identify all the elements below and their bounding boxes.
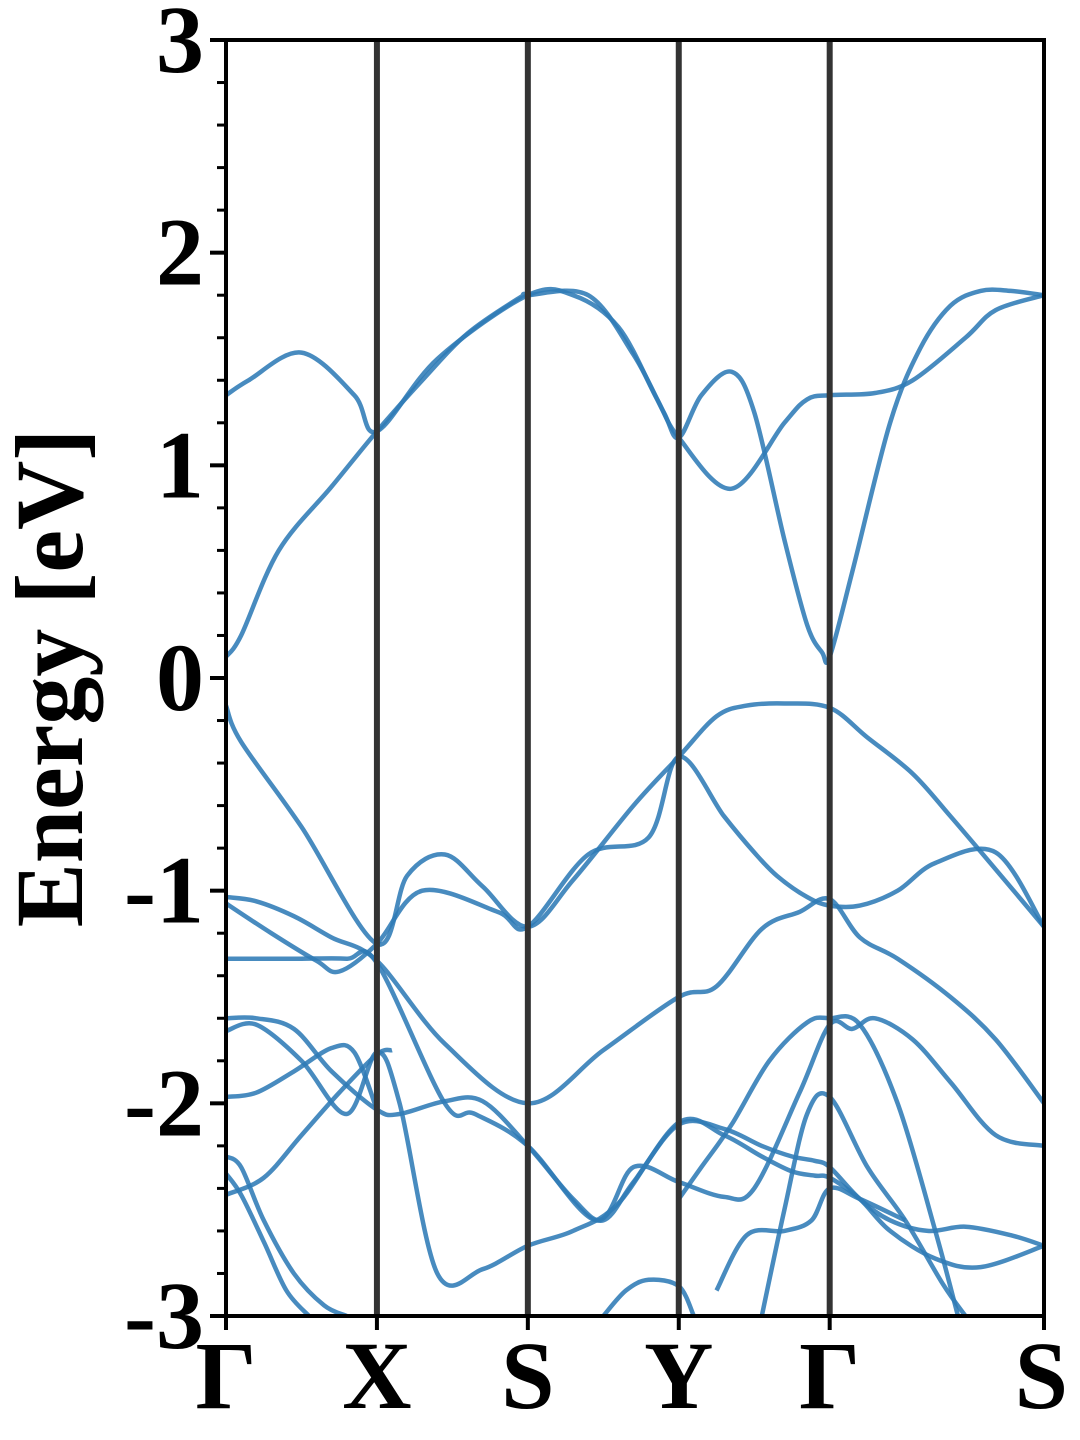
k-point-label: Γ [195,1322,256,1429]
band-line-6 [226,949,1044,1223]
band-line-16 [714,1185,907,1292]
y-tick-label: 3 [156,0,204,93]
band-line-7 [226,1015,1044,1248]
band-line-4 [226,894,1044,1106]
band-line-5 [226,754,1044,975]
y-axis-title: Energy [eV] [0,429,103,928]
k-point-label: Y [644,1322,713,1429]
band-line-11 [226,1154,348,1316]
y-tick-label: 0 [156,624,204,731]
y-tick-label: -1 [124,837,204,944]
band-line-9 [226,1042,380,1111]
band-line-14 [676,1014,961,1316]
y-axis-ticks: 3 2 1 0 -1 -2 -3 [124,0,226,1369]
band-line-3 [226,701,1044,947]
band-line-12 [226,1172,311,1316]
k-point-label: Γ [799,1322,860,1429]
y-tick-label: 2 [156,199,204,306]
band-line-13 [601,1277,696,1316]
k-point-label: S [501,1322,554,1429]
k-point-label: X [342,1322,411,1429]
k-point-label: S [1015,1322,1068,1429]
high-symmetry-dividers [373,40,833,1316]
band-line-15 [759,1091,968,1316]
y-tick-label: 1 [156,411,204,518]
band-lines [226,286,1044,1316]
plot-frame [224,38,1046,1318]
y-tick-label: -3 [124,1262,204,1369]
y-tick-label: -2 [124,1049,204,1156]
band-line-1 [226,286,1044,491]
band-line-2 [226,287,1044,665]
